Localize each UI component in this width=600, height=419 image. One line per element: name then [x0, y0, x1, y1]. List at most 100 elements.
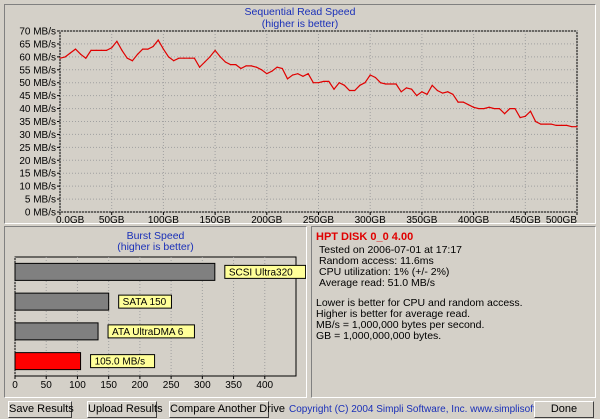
burst-x-tick-label: 150 — [100, 380, 117, 391]
seq-read-point — [240, 67, 242, 70]
seq-read-point — [410, 88, 413, 90]
burst-x-tick-label: 200 — [132, 380, 149, 391]
seq-read-point — [441, 92, 444, 94]
seq-chart-subtitle: (higher is better) — [261, 18, 339, 30]
seq-read-point — [100, 49, 102, 51]
tested-on: Tested on 2006-07-01 at 17:17 — [319, 244, 463, 256]
seq-y-tick-label: 20 MB/s — [19, 156, 56, 167]
seq-read-point — [571, 126, 573, 128]
burst-bar-label-box — [107, 324, 195, 339]
seq-x-tick-label: 250GB — [303, 215, 334, 223]
seq-read-point — [576, 126, 578, 128]
seq-read-point — [281, 67, 283, 70]
seq-read-point — [188, 57, 190, 59]
note-mbs-definition: MB/s = 1,000,000 bytes per second. — [316, 319, 485, 331]
seq-read-point — [230, 64, 232, 66]
burst-x-tick-label: 50 — [41, 380, 53, 391]
burst-x-tick-label: 100 — [69, 380, 86, 391]
seq-y-tick-label: 25 MB/s — [19, 143, 56, 154]
seq-read-point — [136, 53, 139, 55]
seq-read-point — [566, 124, 568, 126]
seq-read-point — [69, 52, 71, 54]
burst-bar — [14, 352, 82, 371]
seq-x-tick-label: 100GB — [148, 215, 179, 223]
seq-read-point — [317, 82, 320, 84]
seq-x-tick-label: 0.0GB — [56, 215, 85, 223]
burst-bar — [14, 262, 216, 281]
seq-read-point — [478, 107, 480, 110]
seq-read-point — [488, 106, 490, 108]
seq-read-point — [116, 40, 118, 42]
sequential-read-panel: Sequential Read Speed (higher is better)… — [4, 4, 596, 224]
seq-read-point — [379, 82, 382, 84]
done-button[interactable]: Done — [534, 401, 594, 418]
seq-read-point — [467, 104, 470, 106]
burst-bar-label: SATA 150 — [123, 297, 167, 308]
seq-read-point — [519, 117, 521, 119]
note-lower-better: Lower is better for CPU and random acces… — [316, 297, 523, 309]
seq-read-point — [209, 56, 211, 58]
seq-read-point — [219, 56, 221, 58]
burst-bar-label: SCSI Ultra320 — [229, 267, 293, 278]
seq-read-point — [245, 65, 247, 67]
seq-read-point — [421, 91, 423, 93]
burst-bar — [14, 292, 110, 311]
seq-read-point — [348, 89, 351, 92]
drive-name: HPT DISK 0_0 4.00 — [316, 231, 414, 243]
seq-read-point — [405, 87, 407, 89]
seq-read-point — [400, 91, 402, 93]
seq-read-point — [354, 89, 356, 92]
seq-read-point — [436, 89, 439, 92]
burst-speed-chart: 0 50 100 150 200 250 300 350 400 SCSI Ultra320 SAT… — [12, 256, 306, 391]
burst-bar-label: ATA UltraDMA 6 — [112, 327, 184, 338]
seq-read-point — [529, 110, 532, 112]
seq-read-point — [343, 84, 345, 86]
seq-read-point — [307, 73, 309, 75]
seq-read-point — [147, 48, 149, 50]
burst-chart-title: Burst Speed — [126, 230, 185, 242]
seq-read-point — [555, 124, 557, 126]
seq-y-tick-label: 40 MB/s — [19, 104, 56, 115]
seq-read-point — [426, 93, 428, 95]
seq-read-point — [80, 53, 82, 55]
seq-read-point — [59, 57, 61, 59]
seq-read-point — [204, 61, 206, 63]
seq-read-point — [457, 101, 459, 103]
burst-chart-subtitle: (higher is better) — [117, 241, 194, 253]
compare-another-drive-button[interactable]: Compare Another Drive — [169, 401, 285, 418]
seq-y-tick-label: 15 MB/s — [19, 169, 56, 180]
seq-read-point — [183, 57, 185, 59]
seq-read-point — [266, 73, 268, 75]
seq-read-point — [286, 78, 289, 80]
seq-read-point — [74, 48, 77, 50]
seq-x-tick-label: 350GB — [406, 215, 437, 223]
seq-read-point — [323, 80, 325, 83]
seq-read-point — [416, 95, 418, 97]
seq-read-point — [235, 64, 237, 66]
seq-read-point — [157, 39, 159, 41]
seq-read-point — [198, 66, 201, 68]
seq-read-point — [395, 83, 397, 85]
seq-read-point — [385, 83, 387, 85]
seq-read-point — [131, 60, 133, 62]
seq-x-tick-label: 300GB — [355, 215, 386, 223]
seq-y-tick-label: 50 MB/s — [19, 78, 56, 89]
seq-read-point — [447, 91, 449, 93]
seq-read-point — [111, 47, 113, 49]
seq-y-tick-label: 35 MB/s — [19, 117, 56, 128]
seq-read-point — [193, 57, 196, 59]
cpu-utilization: CPU utilization: 1% (+/- 2%) — [319, 266, 450, 278]
seq-read-point — [483, 107, 485, 110]
seq-read-point — [473, 106, 475, 108]
seq-read-point — [560, 124, 563, 126]
seq-read-point — [276, 66, 278, 68]
upload-results-button[interactable]: Upload Results — [87, 401, 163, 418]
seq-read-point — [390, 83, 392, 85]
seq-x-tick-label: 150GB — [200, 215, 231, 223]
seq-read-point — [255, 66, 258, 68]
save-results-button[interactable]: Save Results — [8, 401, 74, 418]
seq-y-tick-label: 45 MB/s — [19, 91, 56, 102]
seq-read-point — [271, 70, 273, 72]
burst-speed-panel: Burst Speed (higher is better) 0 50 100 150… — [4, 226, 307, 398]
seq-read-point — [333, 88, 335, 90]
